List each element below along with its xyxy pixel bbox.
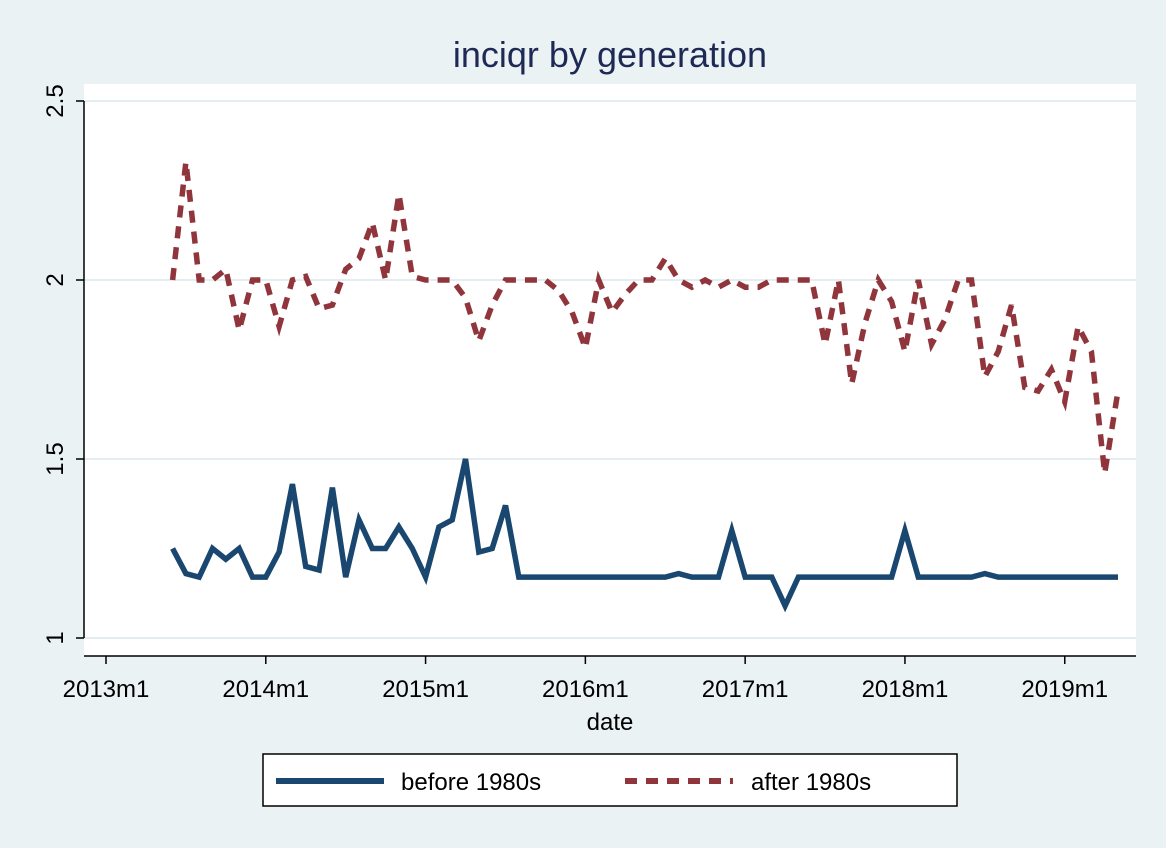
legend: before 1980s after 1980s: [262, 753, 958, 807]
x-axis: 2013m1 2014m1 2015m1 2016m1 2017m1 2018m1 2019…: [63, 655, 1136, 703]
series-layer: [169, 161, 1121, 613]
series-line-after-1980s: [169, 161, 1121, 474]
legend-label-after-1980s: after 1980s: [751, 769, 871, 796]
x-tick-label: 2019m1: [1021, 676, 1108, 703]
y-tick-label: 2.5: [42, 84, 69, 117]
y-axis: 1 1.5 2 2.5: [42, 84, 85, 645]
series-line-before-1980s: [170, 458, 1118, 613]
x-tick-label: 2014m1: [222, 676, 309, 703]
y-tick-label: 1: [42, 631, 69, 644]
x-tick-label: 2016m1: [542, 676, 629, 703]
y-tick-label: 1.5: [42, 442, 69, 475]
y-tick-label: 2: [42, 273, 69, 286]
x-tick-label: 2017m1: [702, 676, 789, 703]
x-tick-label: 2018m1: [862, 676, 949, 703]
plot-area: [84, 84, 1136, 656]
legend-label-before-1980s: before 1980s: [401, 769, 541, 796]
x-tick-label: 2015m1: [382, 676, 469, 703]
chart-title: inciqr by generation: [453, 34, 767, 75]
x-tick-label: 2013m1: [63, 676, 150, 703]
x-axis-label: date: [587, 709, 634, 736]
